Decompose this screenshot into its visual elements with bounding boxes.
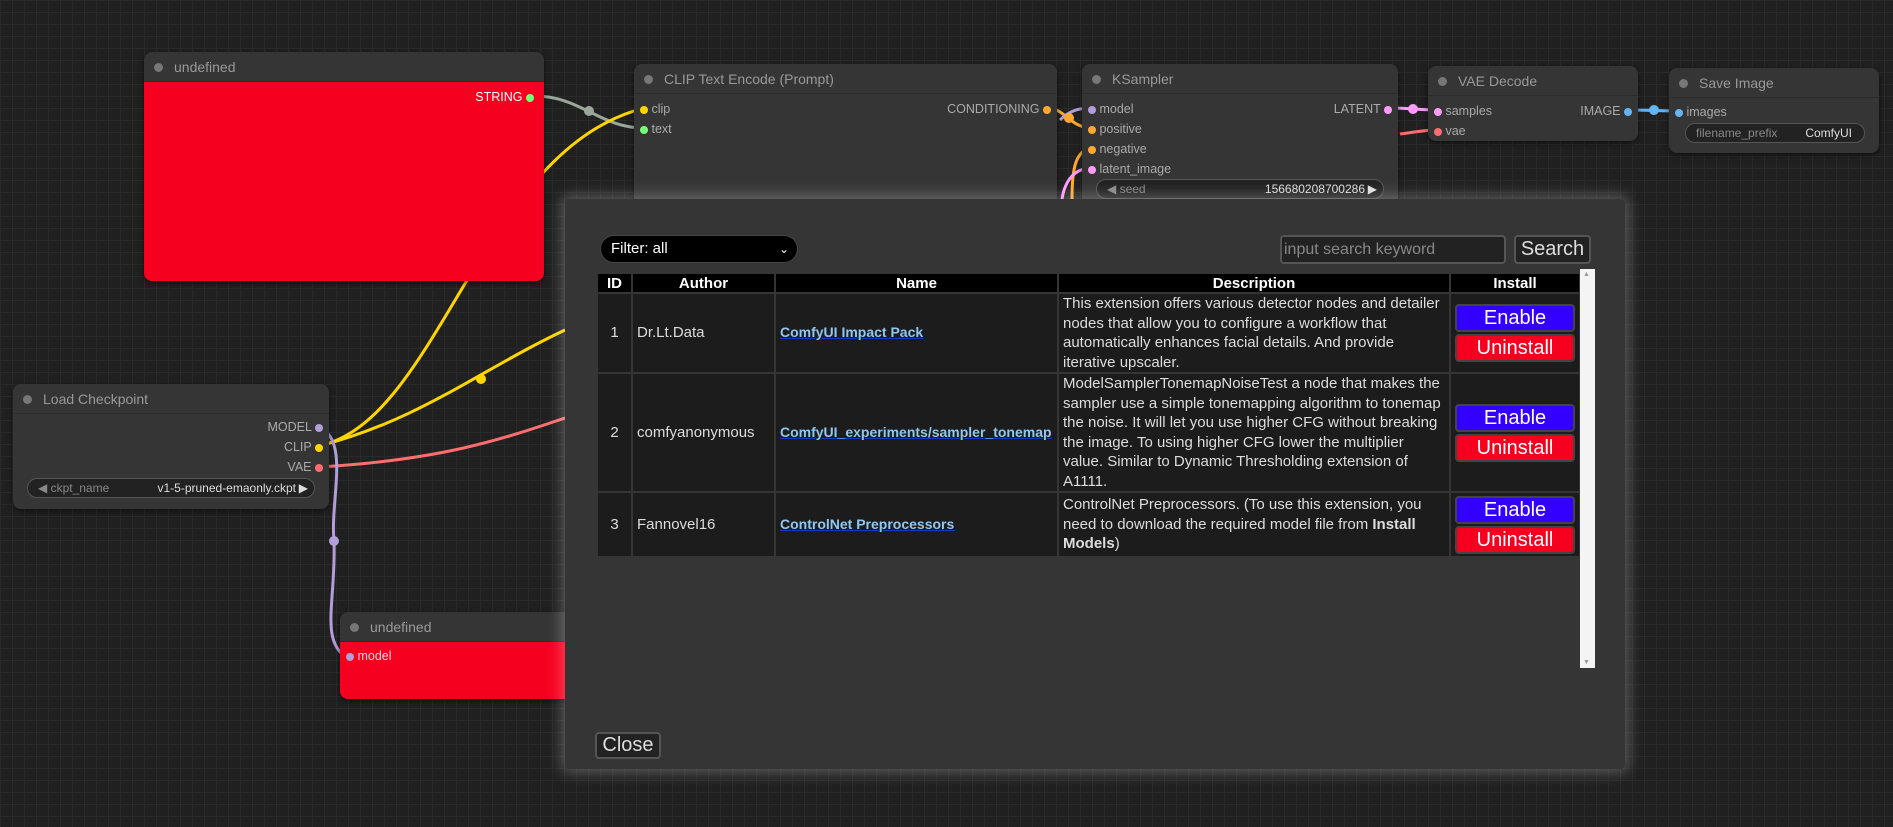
wire-vae [318, 416, 566, 469]
header-description: Description [1057, 272, 1451, 294]
input-images[interactable]: images [1675, 105, 1727, 119]
slot-dot [315, 423, 323, 432]
output-conditioning[interactable]: CONDITIONING [947, 102, 1051, 116]
output-clip[interactable]: CLIP [284, 440, 323, 454]
table-row: 3 Fannovel16 ControlNet Preprocessors Co… [596, 491, 1581, 558]
input-latent-image[interactable]: latent_image [1088, 162, 1171, 176]
row-install: Enable Uninstall [1449, 491, 1581, 558]
enable-button[interactable]: Enable [1455, 304, 1575, 332]
slot-dot [1088, 145, 1096, 154]
header-id: ID [596, 272, 633, 294]
node-undefined-bottom[interactable]: undefined model [340, 612, 580, 699]
row-description: ModelSamplerTonemapNoiseTest a node that… [1057, 372, 1451, 493]
node-load-checkpoint[interactable]: Load Checkpoint MODEL CLIP VAE ◀ ckpt_na… [13, 384, 329, 509]
table-row: 2 comfyanonymous ComfyUI_experiments/sam… [596, 372, 1581, 493]
slot-dot [1088, 125, 1096, 134]
slot-dot [640, 125, 648, 134]
filter-select[interactable]: Filter: all ⌄ [600, 235, 798, 263]
input-model[interactable]: model [346, 649, 392, 663]
uninstall-button[interactable]: Uninstall [1455, 334, 1575, 362]
input-model[interactable]: model [1088, 102, 1134, 116]
slot-dot [640, 105, 648, 114]
slot-dot [315, 443, 323, 452]
wire-clip-2 [318, 328, 566, 448]
enable-button[interactable]: Enable [1455, 495, 1575, 524]
row-description: ControlNet Preprocessors. (To use this e… [1057, 491, 1451, 558]
table-header: ID Author Name Description Install [596, 272, 1581, 294]
slot-dot [1043, 105, 1051, 114]
node-title[interactable]: VAE Decode [1428, 66, 1638, 96]
uninstall-button[interactable]: Uninstall [1455, 433, 1575, 462]
slot-dot [1384, 105, 1392, 114]
table-scrollbar[interactable] [1580, 269, 1595, 668]
install-models-link[interactable]: Install Models [1063, 515, 1416, 553]
input-vae[interactable]: vae [1434, 124, 1466, 138]
uninstall-button[interactable]: Uninstall [1455, 525, 1575, 554]
slot-dot [1675, 108, 1683, 117]
input-negative[interactable]: negative [1088, 142, 1147, 156]
node-title[interactable]: undefined [340, 612, 580, 642]
row-install: Enable Uninstall [1449, 372, 1581, 493]
slot-dot [1088, 165, 1096, 174]
row-name-link[interactable]: ControlNet Preprocessors [774, 491, 1059, 558]
input-positive[interactable]: positive [1088, 122, 1142, 136]
input-text[interactable]: text [640, 122, 672, 136]
output-vae[interactable]: VAE [287, 460, 323, 474]
seed-widget[interactable]: ◀ seed 156680208700286 ▶ [1096, 179, 1384, 199]
row-author: Dr.Lt.Data [631, 292, 776, 374]
node-vae-decode[interactable]: VAE Decode samples vae IMAGE [1428, 66, 1638, 141]
node-save-image[interactable]: Save Image images filename_prefix ComfyUI [1669, 68, 1879, 153]
output-image[interactable]: IMAGE [1580, 104, 1632, 118]
slot-dot [526, 93, 534, 102]
row-id: 1 [596, 292, 633, 374]
filename-prefix-widget[interactable]: filename_prefix ComfyUI [1685, 123, 1865, 143]
custom-nodes-manager-dialog: Filter: all ⌄ input search keyword Search… [565, 199, 1625, 769]
row-id: 3 [596, 491, 633, 558]
node-title[interactable]: undefined [144, 52, 544, 82]
node-title[interactable]: Save Image [1669, 68, 1879, 98]
slot-dot [1088, 105, 1096, 114]
slot-dot [315, 463, 323, 472]
search-input[interactable]: input search keyword [1280, 235, 1506, 264]
ckpt-name-widget[interactable]: ◀ ckpt_name v1-5-pruned-emaonly.ckpt ▶ [27, 478, 315, 498]
wire-clip-1 [318, 106, 645, 448]
slot-dot [1434, 127, 1442, 136]
table-row: 1 Dr.Lt.Data ComfyUI Impact Pack This ex… [596, 292, 1581, 374]
enable-button[interactable]: Enable [1455, 403, 1575, 432]
header-author: Author [631, 272, 776, 294]
error-body [144, 82, 544, 281]
output-string[interactable]: STRING [475, 90, 534, 104]
row-author: comfyanonymous [631, 372, 776, 493]
row-install: Enable Uninstall [1449, 292, 1581, 374]
input-samples[interactable]: samples [1434, 104, 1492, 118]
slot-dot [1434, 107, 1442, 116]
row-name-link[interactable]: ComfyUI_experiments/sampler_tonemap [774, 372, 1059, 493]
output-latent[interactable]: LATENT [1334, 102, 1392, 116]
close-button[interactable]: Close [595, 732, 661, 759]
row-author: Fannovel16 [631, 491, 776, 558]
header-install: Install [1449, 272, 1581, 294]
node-title[interactable]: CLIP Text Encode (Prompt) [634, 64, 1057, 94]
header-name: Name [774, 272, 1059, 294]
node-title[interactable]: KSampler [1082, 64, 1398, 94]
row-id: 2 [596, 372, 633, 493]
input-clip[interactable]: clip [640, 102, 670, 116]
row-name-link[interactable]: ComfyUI Impact Pack [774, 292, 1059, 374]
node-title[interactable]: Load Checkpoint [13, 384, 329, 414]
extensions-table: ID Author Name Description Install 1 Dr.… [596, 272, 1581, 558]
slot-dot [1624, 107, 1632, 116]
node-undefined-top[interactable]: undefined STRING [144, 52, 544, 281]
row-description: This extension offers various detector n… [1057, 292, 1451, 374]
error-body [340, 642, 580, 699]
slot-dot [346, 652, 354, 661]
search-button[interactable]: Search [1514, 235, 1591, 264]
node-ksampler[interactable]: KSampler model positive negative latent_… [1082, 64, 1398, 234]
chevron-down-icon: ⌄ [778, 242, 789, 256]
output-model[interactable]: MODEL [268, 420, 323, 434]
